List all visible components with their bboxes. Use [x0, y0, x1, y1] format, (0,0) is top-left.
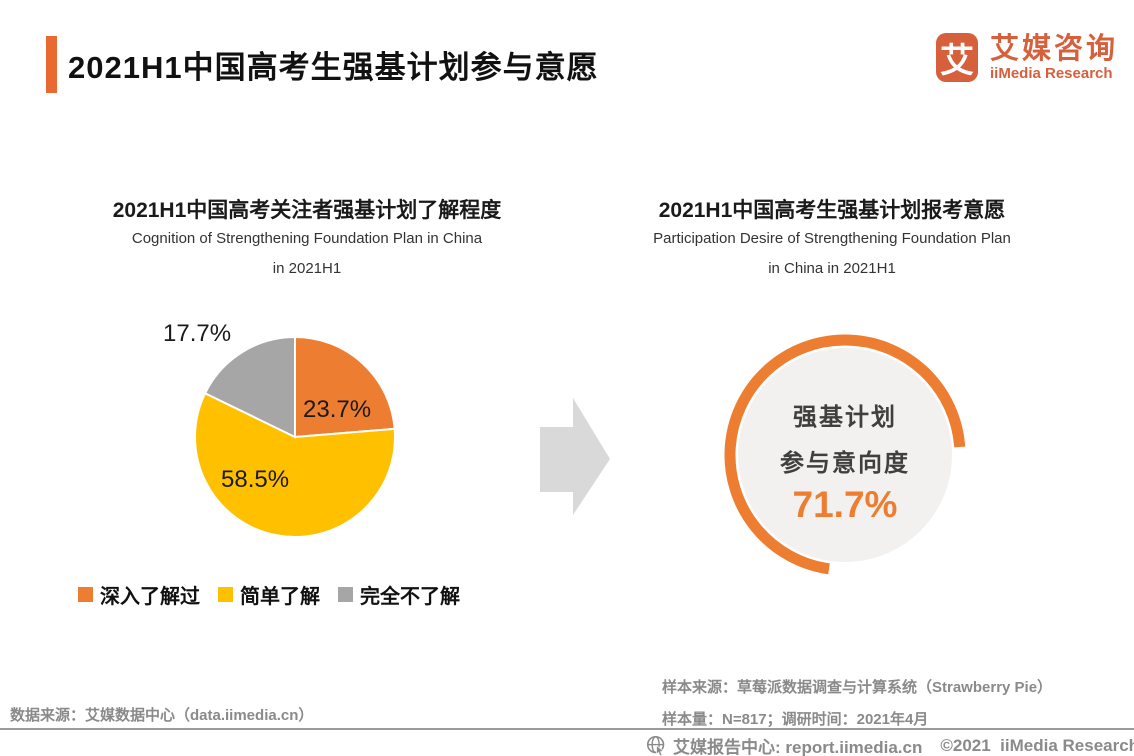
legend-item-deep-understanding: 深入了解过	[78, 580, 200, 609]
sample-source-note: 样本来源：草莓派数据调查与计算系统（Strawberry Pie）	[662, 679, 1053, 696]
gauge-value: 71.7%	[792, 484, 898, 525]
gauge-label-line1: 强基计划	[793, 404, 897, 431]
globe-cursor-icon	[646, 735, 665, 756]
gauge-chart-subtitle: Participation Desire of Strengthening Fo…	[602, 224, 1062, 284]
pie-chart-subtitle-line2: in 2021H1	[272, 260, 342, 277]
pie-label-yellow: 58.5%	[221, 466, 290, 493]
iimedia-logo-icon: 艾	[936, 33, 978, 82]
pie-chart-title: 2021H1中国高考关注者强基计划了解程度	[112, 199, 502, 222]
gauge-chart-subtitle-line2: in China in 2021H1	[768, 260, 896, 277]
legend-label: 完全不了解	[360, 586, 460, 608]
right-arrow-icon	[540, 398, 610, 515]
legend-label: 简单了解	[240, 586, 320, 608]
gauge-chart-subtitle-line1: Participation Desire of Strengthening Fo…	[653, 230, 1011, 247]
pie-chart-subtitle-line1: Cognition of Strengthening Foundation Pl…	[131, 230, 483, 247]
pie-slice-simple-understanding	[195, 391, 395, 537]
legend-swatch-yellow	[218, 587, 233, 602]
pie-slice-deep-understanding	[294, 337, 395, 439]
pie-chart	[195, 337, 395, 537]
iimedia-logo: 艾 艾媒咨询 iiMedia Research	[936, 33, 1118, 83]
legend-swatch-orange	[78, 587, 93, 602]
report-center-text: 艾媒报告中心: report.iimedia.cn	[673, 738, 923, 756]
legend-label: 深入了解过	[100, 586, 200, 608]
pie-chart-subtitle: Cognition of Strengthening Foundation Pl…	[77, 224, 537, 284]
sample-info-note: 样本量：N=817；调研时间：2021年4月	[662, 711, 929, 728]
data-source-note: 数据来源：艾媒数据中心（data.iimedia.cn）	[10, 707, 314, 724]
gauge-label-line2: 参与意向度	[780, 450, 910, 477]
logo-name-en: iiMedia Research	[990, 65, 1113, 82]
pie-legend: 深入了解过 简单了解 完全不了解	[78, 580, 478, 609]
page-title: 2021H1中国高考生强基计划参与意愿	[68, 50, 599, 85]
footer-bar: 艾媒报告中心: report.iimedia.cn ©2021 iiMedia …	[646, 733, 1134, 756]
legend-swatch-gray	[338, 587, 353, 602]
copyright-text: ©2021 iiMedia Research Inc	[940, 735, 1134, 755]
title-accent-bar	[46, 36, 57, 93]
gauge-inner-circle	[738, 348, 952, 562]
legend-item-no-understanding: 完全不了解	[338, 580, 460, 609]
pie-label-orange: 23.7%	[303, 396, 372, 423]
logo-name-cn: 艾媒咨询	[990, 33, 1119, 65]
gauge-ring-arc	[724, 334, 966, 575]
pie-slice-no-understanding	[203, 337, 296, 439]
logo-text: 艾媒咨询 iiMedia Research	[990, 33, 1118, 83]
footer-divider	[0, 728, 1134, 730]
legend-item-simple-understanding: 简单了解	[218, 580, 320, 609]
pie-label-gray: 17.7%	[163, 320, 232, 347]
gauge-chart-title: 2021H1中国高考生强基计划报考意愿	[658, 199, 1006, 222]
gauge-chart	[724, 334, 966, 575]
